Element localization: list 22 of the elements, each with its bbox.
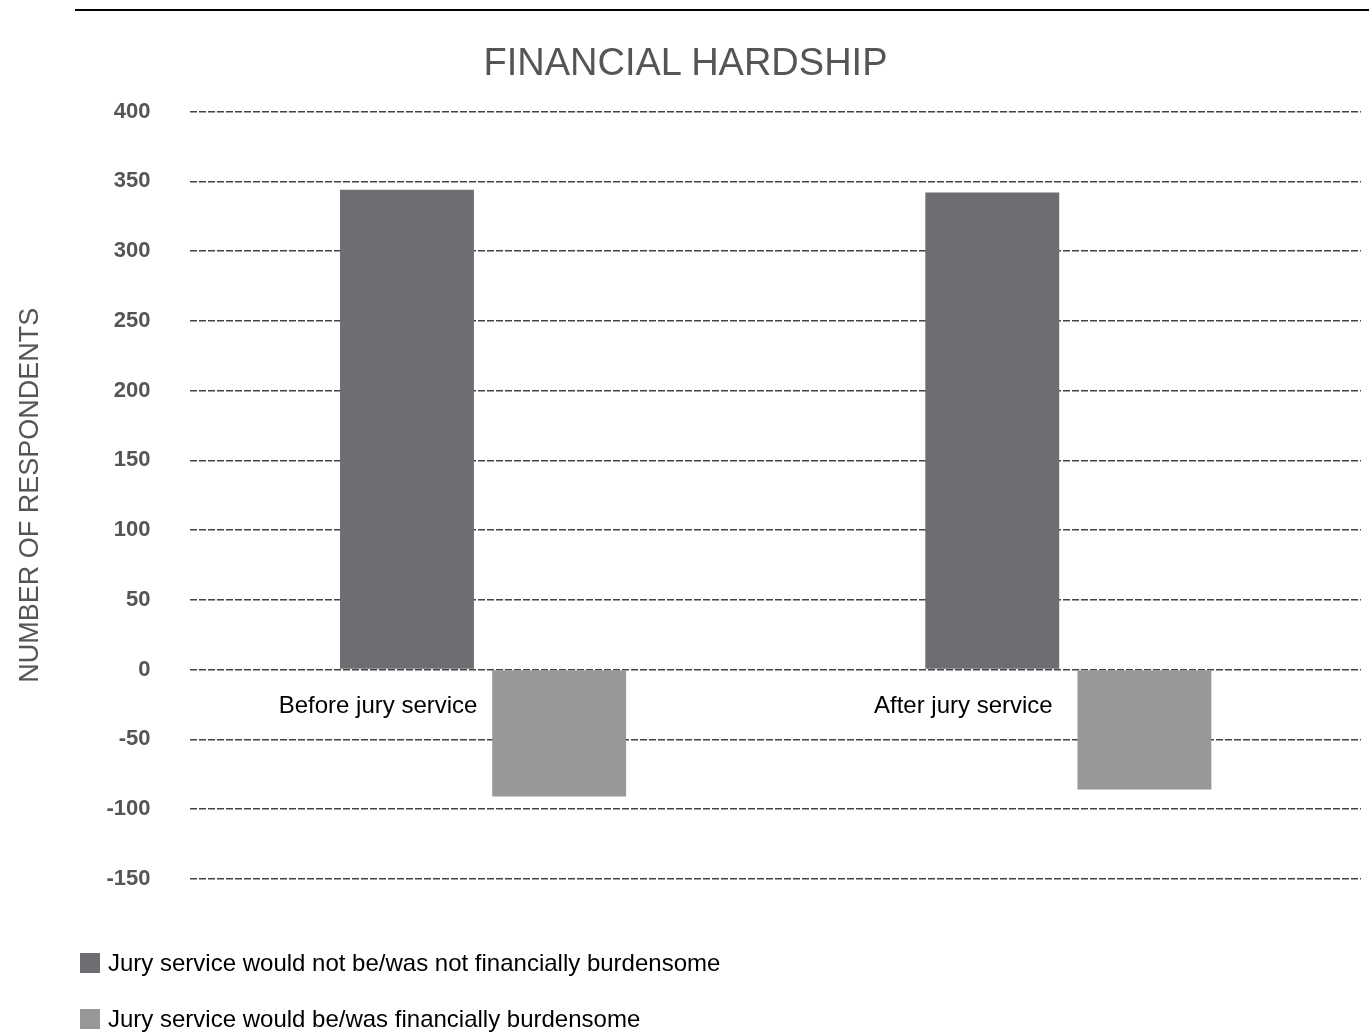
bar	[925, 192, 1060, 669]
bar	[492, 670, 627, 797]
y-tick-label: 50	[125, 585, 151, 611]
bar	[1077, 670, 1212, 790]
x-tick-label: Before jury service	[278, 690, 478, 718]
y-tick-label: 100	[113, 516, 151, 542]
legend-label: Jury service would be/was financially burdensome	[108, 1005, 641, 1032]
y-tick-label: -100	[106, 795, 151, 821]
legend-label: Jury service would not be/was not financially burdensome	[108, 949, 721, 977]
y-tick-label: 0	[138, 655, 151, 681]
y-axis-title: NUMBER OF RESPONDENTS	[13, 307, 44, 683]
x-tick-label: After jury service	[874, 690, 1053, 718]
chart-title: FINANCIAL HARDSHIP	[483, 41, 888, 84]
y-tick-label: -150	[106, 864, 151, 890]
y-tick-label: 150	[113, 446, 151, 472]
y-tick-label: 350	[113, 167, 151, 193]
y-tick-label: 200	[113, 376, 151, 402]
bar	[340, 189, 474, 669]
y-tick-label: 250	[113, 306, 151, 332]
y-tick-label: 300	[113, 237, 151, 263]
y-tick-label: 400	[113, 97, 151, 123]
y-tick-label: -50	[118, 725, 151, 751]
